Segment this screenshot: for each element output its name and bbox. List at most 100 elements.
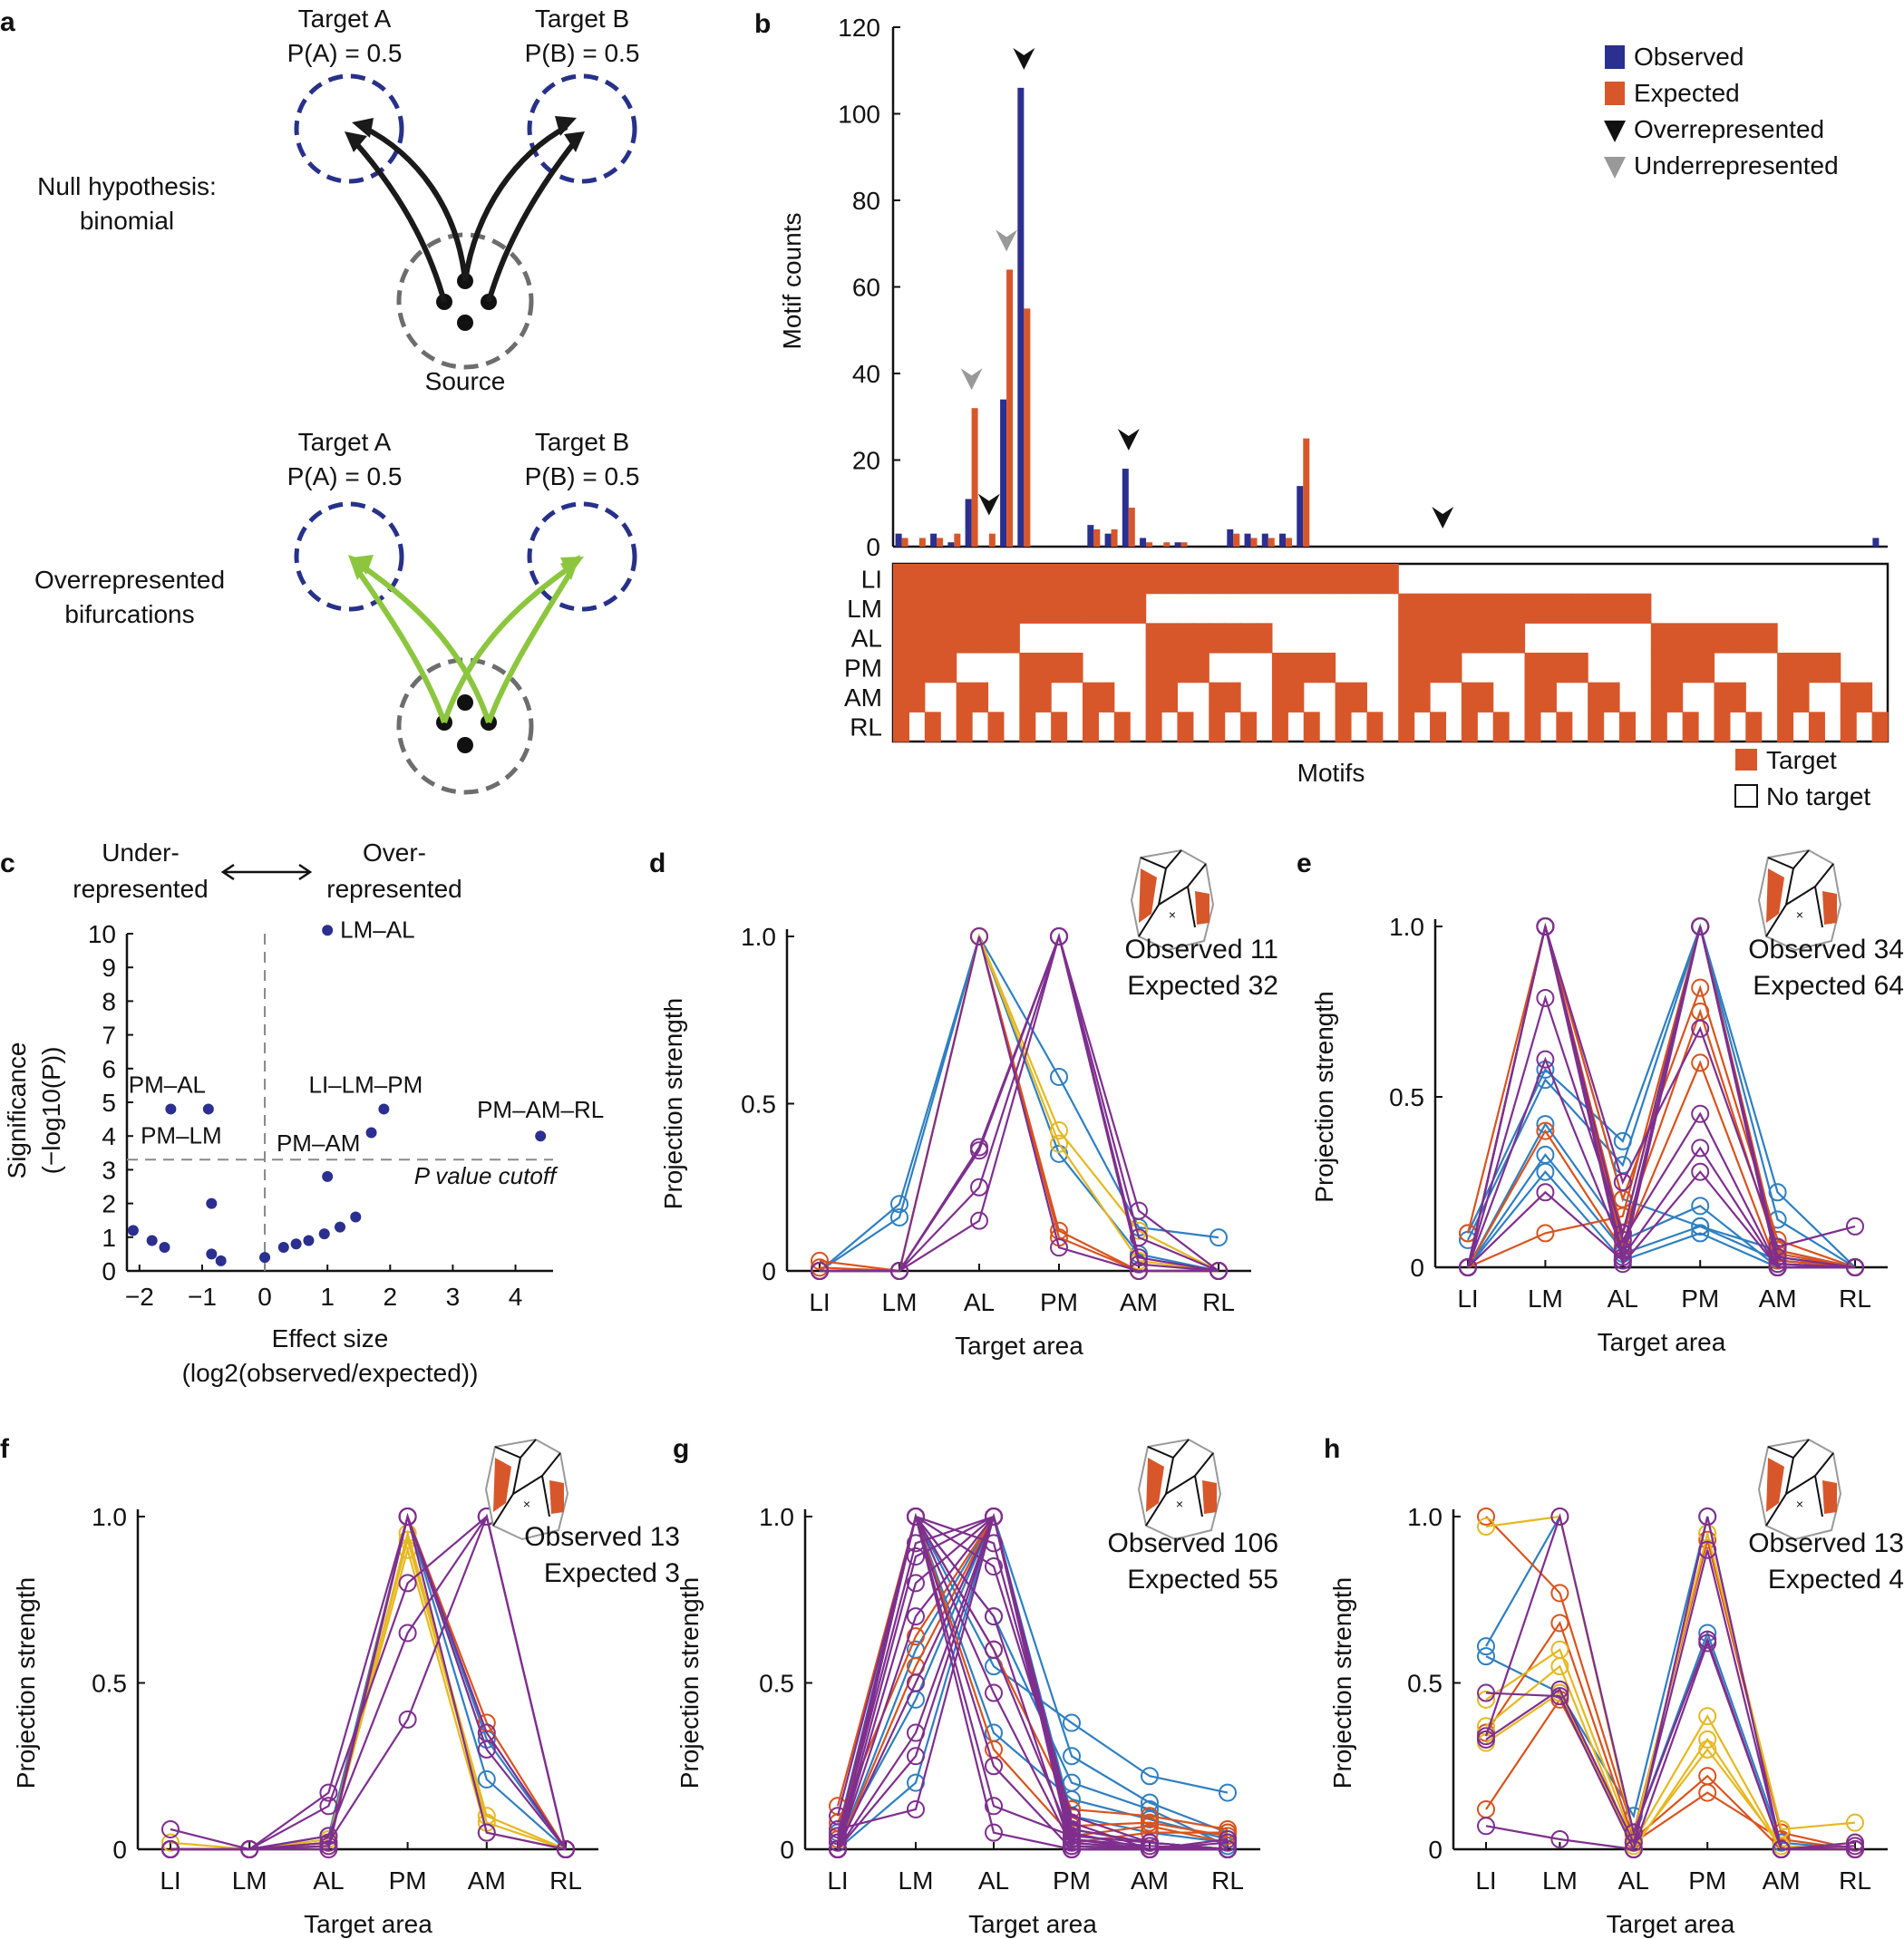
projection-point [1846, 1258, 1864, 1276]
projection-point [1209, 1228, 1228, 1247]
brain-areas [492, 1439, 561, 1527]
y-tick-label: 6 [102, 1055, 116, 1083]
expected-bar [1268, 538, 1275, 547]
significance-ylabel-1: Significance [3, 1042, 31, 1179]
projection-point [1691, 1197, 1710, 1216]
target-area-fill [1202, 1480, 1217, 1514]
y-tick-label: 10 [88, 920, 116, 948]
projection-strength-ylabel: Projection strength [12, 1577, 40, 1789]
prob-a-label-bottom: P(A) = 0.5 [287, 462, 403, 490]
x-tick-label: PM [1040, 1288, 1078, 1316]
y-tick-label: 0 [1410, 1254, 1424, 1282]
expected-bar [937, 538, 944, 547]
target-cell [1066, 653, 1083, 683]
projection-point [985, 1683, 1003, 1702]
target-cell [1430, 593, 1447, 624]
projection-point [557, 1840, 575, 1858]
target-area-xlabel: Target area [1598, 1328, 1726, 1356]
motif-point-label: PM–AL [129, 1071, 206, 1098]
legend-underrepresented-label: Underrepresented [1634, 151, 1839, 179]
motif-point [206, 1197, 218, 1209]
target-cell [1650, 682, 1667, 713]
x-tick-label: 3 [446, 1283, 461, 1311]
target-cell [1398, 653, 1415, 683]
projection-line [170, 1546, 567, 1851]
projection-line [1485, 1697, 1856, 1851]
projection-point [1536, 1183, 1555, 1202]
motif-point-label: LM–AL [340, 916, 414, 943]
projection-point [1691, 978, 1710, 997]
target-cell [1666, 682, 1684, 713]
projection-point [1477, 1508, 1495, 1526]
target-cell [1840, 682, 1857, 713]
target-cell [1698, 653, 1715, 683]
projection-point [1698, 1740, 1717, 1759]
target-cell [1729, 623, 1746, 654]
target-cell [972, 593, 989, 624]
expected-count: Expected 3 [544, 1558, 680, 1588]
projection-line [1485, 1514, 1856, 1851]
panel-c: c Under- represented Over- represented 0… [0, 839, 604, 1387]
target-cell [1130, 593, 1147, 624]
projection-point [1130, 1228, 1148, 1247]
target-cell [1113, 593, 1131, 624]
overrepresented-marker [1013, 47, 1035, 70]
source-area [1766, 1458, 1784, 1512]
projection-point [890, 1207, 908, 1226]
projection-strength-ylabel: Projection strength [659, 998, 687, 1209]
projection-point [1050, 1121, 1068, 1140]
target-cell [908, 682, 926, 713]
target-cell [987, 564, 1005, 595]
observed-bar [1297, 486, 1304, 547]
target-cell [1177, 712, 1194, 742]
target-cell [1003, 564, 1020, 595]
legend-no-target-label: No target [1766, 782, 1870, 810]
panel-label: g [673, 1434, 689, 1464]
target-cell [1524, 593, 1541, 624]
target-cell [1051, 593, 1068, 624]
target-cell [1256, 564, 1273, 595]
legend-observed-label: Observed [1634, 43, 1744, 71]
target-cell [1571, 653, 1588, 683]
target-cell [924, 564, 941, 595]
bifurcation-arrows [355, 564, 574, 724]
projection-point [1691, 1217, 1710, 1236]
target-cell [1161, 564, 1179, 595]
projection-point [829, 1819, 847, 1838]
projection-line [836, 1514, 1228, 1851]
brain-map-icon: × [1130, 848, 1215, 952]
target-cell [1477, 623, 1494, 654]
target-cell [1082, 712, 1099, 742]
target-cell [924, 712, 941, 742]
projection-point [1477, 1517, 1495, 1537]
x-tick-label: LI [827, 1866, 848, 1895]
projection-point [1550, 1657, 1569, 1676]
injection-site-icon: × [1176, 1497, 1183, 1511]
target-cell [893, 593, 910, 624]
target-area-fill [1195, 891, 1209, 925]
projection-point [477, 1723, 496, 1742]
target-cell [1145, 712, 1162, 742]
target-cell [1019, 593, 1036, 624]
projection-point [477, 1769, 496, 1789]
projection-strength-ylabel: Projection strength [1328, 1577, 1356, 1789]
panel-c-label: c [0, 848, 15, 878]
projection-point [1698, 1707, 1717, 1726]
target-cell [1240, 623, 1258, 654]
target-cell [1413, 682, 1431, 713]
target-cell [1287, 564, 1305, 595]
target-cell [1492, 623, 1510, 654]
target-cell [1035, 593, 1052, 624]
projection-point [985, 1557, 1003, 1576]
projection-point [1550, 1680, 1569, 1699]
binomial-arrows [351, 124, 578, 303]
target-area-xlabel: Target area [955, 1332, 1083, 1360]
effect-size-xlabel-2: (log2(observed/expected)) [182, 1359, 479, 1387]
target-area-fill [1822, 1480, 1837, 1514]
x-tick-label: LM [882, 1288, 918, 1316]
projection-point [1691, 917, 1710, 936]
observed-count: Observed 34 [1748, 935, 1904, 965]
target-cell [1792, 653, 1810, 683]
target-cell [1382, 564, 1399, 595]
